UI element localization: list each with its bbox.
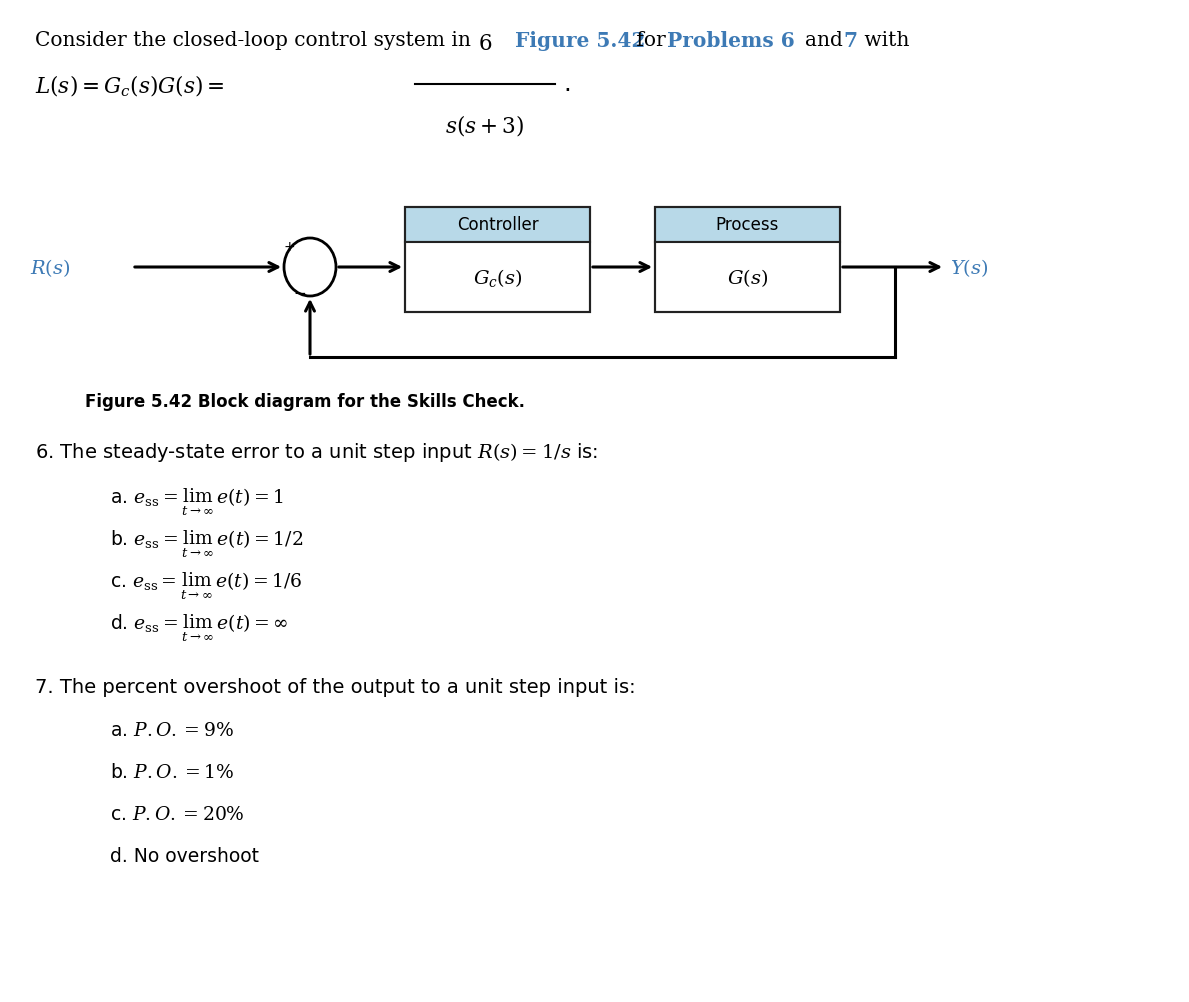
Text: with: with <box>858 31 910 50</box>
Text: d. No overshoot: d. No overshoot <box>111 846 259 865</box>
Text: a. $e_{\rm ss} = \underset{t\to\infty}{\lim}\, e(t) = 1$: a. $e_{\rm ss} = \underset{t\to\infty}{\… <box>111 486 284 517</box>
Text: 7: 7 <box>843 31 857 51</box>
Text: $Y(s)$: $Y(s)$ <box>950 257 988 279</box>
Text: d. $e_{\rm ss} = \underset{t\to\infty}{\lim}\, e(t) = \infty$: d. $e_{\rm ss} = \underset{t\to\infty}{\… <box>111 611 289 643</box>
Bar <box>655 207 839 242</box>
Text: $G_c(s)$: $G_c(s)$ <box>473 267 522 289</box>
Text: Figure 5.42 Block diagram for the Skills Check.: Figure 5.42 Block diagram for the Skills… <box>84 393 526 411</box>
Text: Figure 5.42: Figure 5.42 <box>515 31 646 51</box>
Text: c. $e_{\rm ss} = \underset{t\to\infty}{\lim}\, e(t) = 1/6$: c. $e_{\rm ss} = \underset{t\to\infty}{\… <box>111 569 302 601</box>
Bar <box>405 242 590 313</box>
Bar <box>655 242 839 313</box>
Text: Consider the closed-loop control system in: Consider the closed-loop control system … <box>34 31 477 50</box>
Text: and: and <box>805 31 849 50</box>
Text: $-$: $-$ <box>294 285 307 300</box>
Text: for: for <box>630 31 672 50</box>
Text: $L(s) = G_c(s)G(s) =$: $L(s) = G_c(s)G(s) =$ <box>34 73 225 98</box>
Text: 7. The percent overshoot of the output to a unit step input is:: 7. The percent overshoot of the output t… <box>34 677 636 696</box>
Text: $.$: $.$ <box>564 73 570 96</box>
Text: Problems 6: Problems 6 <box>667 31 794 51</box>
Text: b. $P.O. = 1\%$: b. $P.O. = 1\%$ <box>111 763 234 782</box>
Text: $G(s)$: $G(s)$ <box>726 267 768 289</box>
Text: $R(s)$: $R(s)$ <box>30 257 70 279</box>
Text: 6. The steady-state error to a unit step input $R(s) = 1/s$ is:: 6. The steady-state error to a unit step… <box>34 441 598 464</box>
Text: Controller: Controller <box>457 216 539 234</box>
Text: c. $P.O. = 20\%$: c. $P.O. = 20\%$ <box>111 805 245 824</box>
Bar <box>405 207 590 242</box>
Bar <box>405 207 590 313</box>
Text: Process: Process <box>716 216 779 234</box>
Text: +: + <box>283 239 295 254</box>
Text: b. $e_{\rm ss} = \underset{t\to\infty}{\lim}\, e(t) = 1/2$: b. $e_{\rm ss} = \underset{t\to\infty}{\… <box>111 527 303 559</box>
Bar <box>655 207 839 313</box>
Text: a. $P.O. = 9\%$: a. $P.O. = 9\%$ <box>111 720 234 739</box>
Text: $6$: $6$ <box>478 33 492 55</box>
Text: $s(s+3)$: $s(s+3)$ <box>446 113 524 138</box>
